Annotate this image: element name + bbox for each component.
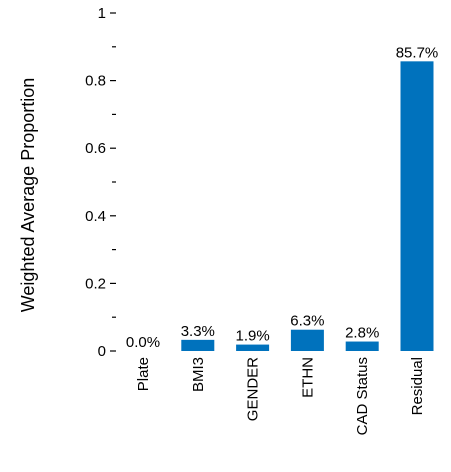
data-label: 1.9% bbox=[235, 328, 269, 345]
category-label: GENDER bbox=[245, 357, 262, 421]
bars bbox=[181, 61, 434, 352]
category-label: BMI3 bbox=[190, 357, 207, 392]
bar-cad-status bbox=[345, 341, 379, 351]
category-labels: Plate BMI3 GENDER ETHN CAD Status Residual bbox=[135, 357, 426, 436]
bar-bmi3 bbox=[181, 339, 215, 351]
category-label: CAD Status bbox=[354, 357, 371, 435]
data-labels: 0.0% 3.3% 1.9% 6.3% 2.8% 85.7% bbox=[126, 44, 438, 351]
category-label: Residual bbox=[409, 357, 426, 415]
data-label: 85.7% bbox=[396, 44, 439, 61]
y-tick-label: 1 bbox=[98, 5, 106, 22]
y-tick-label: 0.6 bbox=[85, 140, 106, 157]
bar-gender bbox=[236, 344, 270, 351]
y-axis: 0 0.2 0.4 0.6 0.8 1 bbox=[85, 5, 116, 360]
data-label: 6.3% bbox=[290, 313, 324, 330]
bar-residual bbox=[400, 61, 434, 352]
category-label: Plate bbox=[135, 357, 152, 391]
data-label: 0.0% bbox=[126, 334, 160, 351]
y-tick-label: 0 bbox=[98, 343, 106, 360]
y-tick-label: 0.8 bbox=[85, 73, 106, 90]
bar-ethn bbox=[290, 329, 324, 351]
data-label: 3.3% bbox=[181, 323, 215, 340]
category-label: ETHN bbox=[299, 357, 316, 398]
y-tick-label: 0.4 bbox=[85, 208, 106, 225]
y-tick-label: 0.2 bbox=[85, 275, 106, 292]
y-axis-label: Weighted Average Proportion bbox=[18, 78, 38, 313]
data-label: 2.8% bbox=[345, 325, 379, 342]
